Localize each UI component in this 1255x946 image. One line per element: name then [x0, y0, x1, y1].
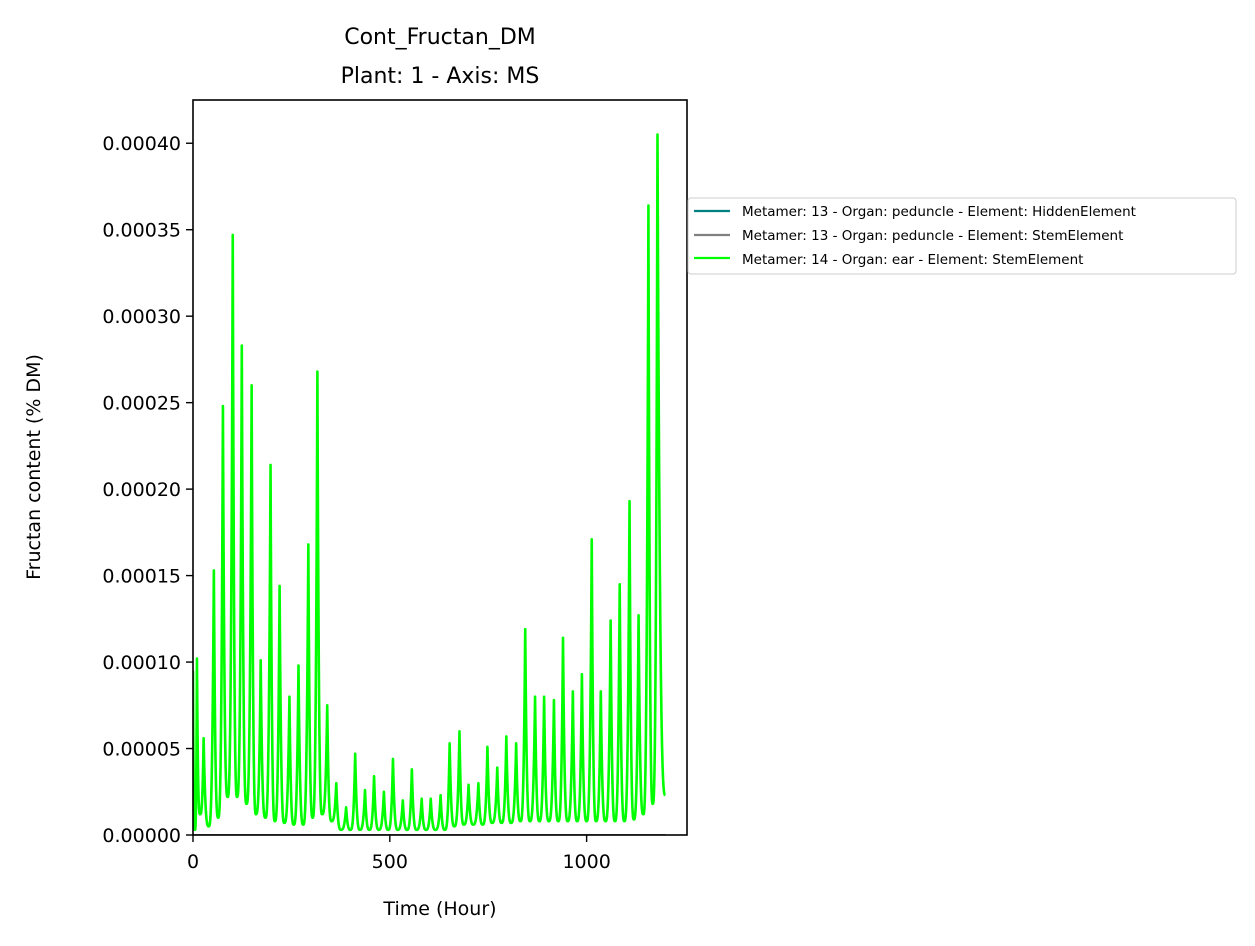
x-tick-label: 1000: [562, 851, 610, 873]
x-axis: 0 500 1000: [187, 835, 611, 873]
chart-subtitle: Plant: 1 - Axis: MS: [341, 64, 540, 89]
y-tick-label: 0.00000: [102, 825, 181, 847]
plot-area: [192, 99, 688, 836]
y-tick-label: 0.00005: [102, 739, 181, 761]
x-tick-label: 0: [187, 851, 199, 873]
x-tick-label: 500: [372, 851, 408, 873]
y-axis-label: Fructan content (% DM): [23, 354, 45, 580]
y-tick-label: 0.00010: [102, 652, 181, 674]
y-tick-label: 0.00040: [102, 133, 181, 155]
legend-label-hidden-element: Metamer: 13 - Organ: peduncle - Element:…: [742, 204, 1136, 220]
y-tick-label: 0.00030: [102, 306, 181, 328]
y-tick-label: 0.00025: [102, 393, 181, 415]
y-tick-label: 0.00035: [102, 220, 181, 242]
y-tick-label: 0.00015: [102, 566, 181, 588]
legend: Metamer: 13 - Organ: peduncle - Element:…: [687, 197, 1237, 275]
legend-label-stem-element: Metamer: 13 - Organ: peduncle - Element:…: [742, 228, 1123, 244]
series-line-ear-stem-element: [193, 133, 667, 832]
series-layer: [193, 133, 667, 835]
y-axis: 0.00000 0.00005 0.00010 0.00015 0.00020 0.000…: [102, 133, 193, 847]
legend-label-ear-stem-element: Metamer: 14 - Organ: ear - Element: Stem…: [742, 252, 1083, 268]
legend-box: [687, 197, 1237, 275]
plot-frame: [192, 99, 688, 836]
chart-title: Cont_Fructan_DM: [344, 25, 536, 50]
x-axis-label: Time (Hour): [382, 898, 496, 920]
y-tick-label: 0.00020: [102, 479, 181, 501]
